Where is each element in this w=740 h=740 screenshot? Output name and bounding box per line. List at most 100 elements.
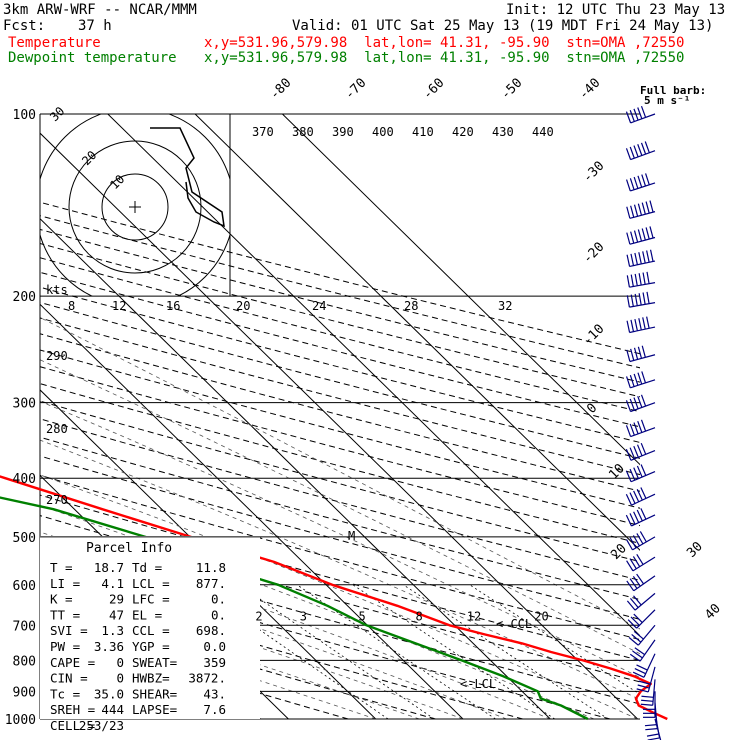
parcel-info-value: 698. bbox=[196, 623, 226, 638]
hodograph-ring bbox=[101, 173, 169, 241]
dry-adiabat-line bbox=[40, 242, 640, 398]
theta-label: 400 bbox=[372, 125, 394, 139]
hodograph-speed-label: 28 bbox=[404, 299, 418, 313]
parcel-info-value: Td = bbox=[132, 560, 162, 575]
wind-barb bbox=[625, 464, 656, 483]
pressure-label: 300 bbox=[13, 397, 36, 412]
wind-barb-flag bbox=[640, 442, 647, 455]
isotherm-label: -20 bbox=[580, 240, 607, 267]
parcel-info-value: 0.0 bbox=[203, 639, 226, 654]
temperature-legend: Temperature bbox=[8, 35, 101, 51]
wind-barb-flag bbox=[630, 616, 640, 626]
wind-barb-flag bbox=[629, 597, 639, 608]
wind-barb-flag bbox=[641, 228, 646, 241]
parcel-info-title: Parcel Info bbox=[86, 541, 172, 556]
mixing-ratio-label: 5 bbox=[359, 609, 366, 623]
wind-barb-flag bbox=[629, 578, 638, 589]
wind-barb-flag bbox=[646, 733, 659, 737]
wind-barb bbox=[628, 624, 656, 646]
wind-barb bbox=[646, 712, 661, 740]
wind-barb-flag bbox=[638, 318, 642, 331]
wind-barb-flag bbox=[638, 680, 651, 685]
dewpoint-location: x,y=531.96,579.98 lat,lon= 41.31, -95.90… bbox=[204, 50, 685, 66]
wind-barb-flag bbox=[625, 148, 632, 160]
wind-barb-flag bbox=[632, 576, 641, 587]
wind-barb-flag bbox=[633, 490, 640, 503]
parcel-info-value: 29 bbox=[109, 592, 124, 607]
mixing-ratio-label: 3 bbox=[300, 609, 307, 623]
wind-barb-flag bbox=[626, 580, 635, 592]
mixing-ratio-line bbox=[469, 584, 640, 695]
wind-barb-flag bbox=[628, 637, 639, 646]
dewpoint-profile bbox=[0, 496, 589, 721]
wind-barb-flag bbox=[625, 539, 634, 551]
parcel-info-value: 0. bbox=[211, 592, 226, 607]
wind-barb-flag bbox=[629, 110, 635, 122]
init-time: Init: 12 UTC Thu 23 May 13 bbox=[506, 2, 726, 18]
wind-barb-flag bbox=[640, 703, 653, 706]
wind-barb bbox=[626, 592, 656, 611]
isotherm-label: 40 bbox=[702, 601, 724, 623]
pressure-label: 800 bbox=[13, 654, 36, 669]
isotherm-label: -10 bbox=[580, 322, 607, 349]
dry-adiabat-line bbox=[40, 333, 640, 492]
parcel-info-value: 0. bbox=[211, 607, 226, 622]
wind-barb-flag bbox=[649, 200, 654, 213]
wind-barb bbox=[626, 291, 656, 308]
wind-barb-flag bbox=[641, 371, 647, 384]
parcel-info-value: 3.36 bbox=[94, 639, 124, 654]
wind-barb-flag bbox=[636, 509, 643, 522]
theta-label: 390 bbox=[332, 125, 354, 139]
dry-adiabat-line bbox=[40, 317, 640, 476]
wind-barb-flag bbox=[641, 174, 647, 187]
wind-barb-flag bbox=[641, 695, 654, 698]
wind-barb-flag bbox=[630, 274, 634, 287]
wind-barb-flag bbox=[640, 105, 647, 118]
hodograph-speed-label: kts bbox=[46, 283, 68, 297]
wind-barb-flag bbox=[629, 558, 637, 570]
pressure-label: 600 bbox=[13, 579, 36, 594]
isotherm-label: 30 bbox=[684, 539, 706, 561]
pressure-label: 100 bbox=[13, 108, 36, 123]
wind-barb-flag bbox=[637, 107, 643, 119]
wind-barb-flag bbox=[626, 275, 630, 288]
parcel-info-value: SWEAT= bbox=[132, 655, 177, 670]
parcel-info-background bbox=[40, 536, 260, 719]
wind-barb-flag bbox=[636, 554, 644, 565]
wind-barb-flag bbox=[634, 668, 646, 675]
lcl-marker: <-LCL bbox=[460, 677, 496, 691]
parcel-info-panel: Parcel Info T = 18.7 Td = 11.8 LI = 4.1 LCL = 87… bbox=[40, 536, 260, 733]
wind-barb-flag bbox=[633, 511, 640, 523]
mixing-ratio-line bbox=[296, 584, 496, 719]
hodograph-ring bbox=[68, 140, 202, 274]
dry-adiabat-label: 270 bbox=[46, 493, 68, 507]
wind-barb-flag bbox=[632, 671, 645, 678]
wind-barbs bbox=[625, 105, 662, 740]
forecast-hour: 37 h bbox=[78, 18, 112, 34]
wind-barb-flag bbox=[636, 573, 645, 585]
parcel-info-value: 0 bbox=[116, 655, 124, 670]
parcel-info-value: EL = bbox=[132, 607, 162, 622]
parcel-info-value: 3872. bbox=[188, 671, 226, 686]
isotherm-line bbox=[107, 114, 640, 637]
wind-barb-flag bbox=[633, 373, 639, 386]
wind-barb-flag bbox=[633, 397, 639, 410]
wind-barb bbox=[636, 666, 656, 693]
dry-adiabat-line bbox=[40, 301, 640, 459]
wind-barb-flag bbox=[636, 444, 643, 457]
wind-barb-flag bbox=[638, 293, 642, 306]
m-marker: M bbox=[348, 529, 355, 543]
wind-barb-staff bbox=[629, 354, 656, 363]
wind-barb bbox=[626, 226, 656, 245]
wind-barb-flag bbox=[640, 419, 647, 432]
dry-adiabat-label: 290 bbox=[46, 349, 68, 363]
wind-barb bbox=[625, 371, 656, 389]
parcel-info-value: 35.0 bbox=[94, 686, 124, 701]
dry-adiabat-line bbox=[40, 580, 523, 719]
wind-barb bbox=[626, 554, 656, 572]
dry-adiabat-line bbox=[40, 455, 640, 620]
wind-barb-flag bbox=[633, 204, 639, 217]
mixing-ratio-label: 20 bbox=[534, 609, 548, 623]
isotherm-label: -40 bbox=[576, 76, 603, 103]
wind-barb-flag bbox=[629, 423, 635, 436]
